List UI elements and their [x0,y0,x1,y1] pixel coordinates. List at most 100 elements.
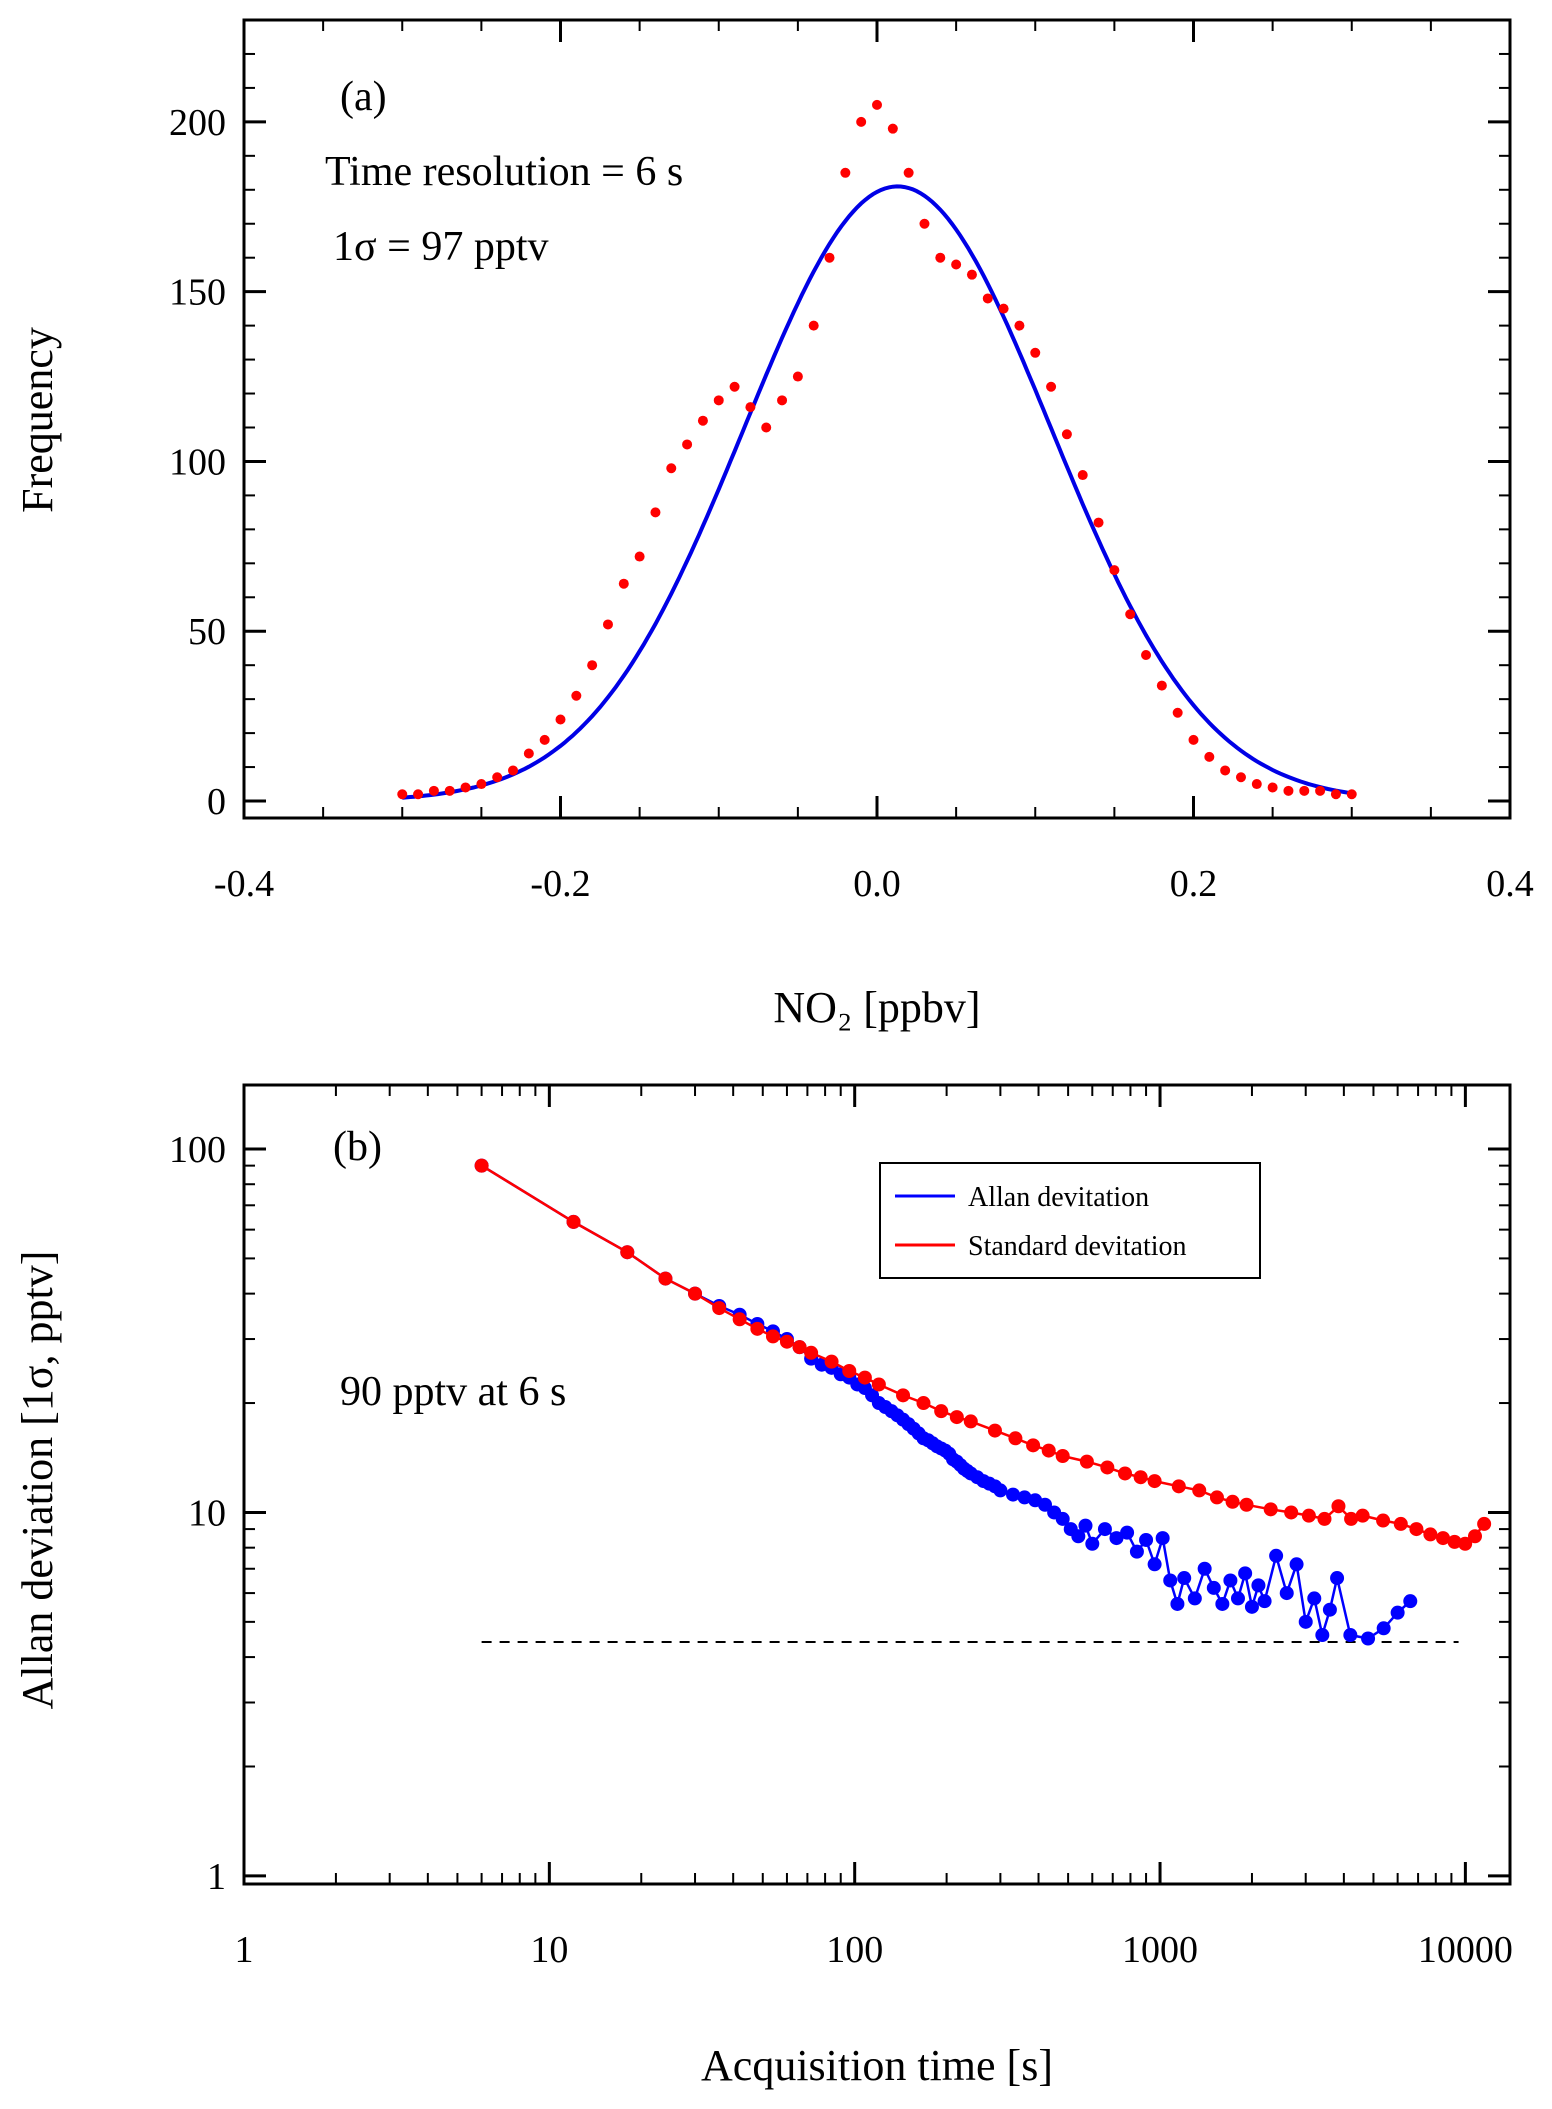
histogram-point [1299,785,1310,796]
series-point [1147,1557,1162,1572]
histogram-point [1077,470,1088,481]
series-point [1376,1621,1391,1636]
histogram-point [508,765,519,776]
histogram-point [745,402,756,413]
histogram-point [666,463,677,474]
series-point [712,1301,727,1316]
series-point [1344,1511,1359,1526]
series-point [1006,1487,1021,1502]
series-point [1330,1571,1345,1586]
histogram-point [1204,751,1215,762]
panel-a-y-tick-labels: 0 50 100 150 200 [169,102,226,823]
series-point [1187,1591,1202,1606]
legend-label-allan: Allan devitation [968,1182,1149,1213]
series-point [1097,1522,1112,1537]
series-point [474,1158,489,1173]
series-point [1315,1628,1330,1643]
gaussian-fit-line [402,184,1353,800]
series-point [1197,1561,1212,1576]
x-tick-label: 1000 [1122,1929,1198,1971]
series-point [1269,1548,1284,1563]
panel-a-annotation-sigma: 1σ = 97 pptv [333,224,549,270]
series-point [1230,1591,1245,1606]
series-point [1071,1529,1086,1544]
panel-b-label: (b) [333,1124,382,1170]
series-point [934,1404,949,1419]
y-tick-label: 10 [188,1492,226,1534]
histogram-point [650,507,661,518]
panel-b-y-axis-title: Allan deviation [1σ, pptv] [13,1251,62,1710]
series-point [1238,1566,1253,1581]
series-point [1109,1531,1124,1546]
panel-a-histogram: -0.4 -0.2 0.0 0.2 0.4 0 50 100 150 200 (a) Time … [13,18,1534,1032]
series-point [1192,1483,1207,1498]
histogram-point [460,782,471,793]
series-point [1403,1594,1418,1609]
series-point [1100,1460,1115,1475]
series-point [871,1377,886,1392]
series-point [1322,1602,1337,1617]
series-point [620,1245,635,1260]
y-tick-label: 150 [169,272,226,314]
series-point [1133,1470,1148,1485]
histogram-point [1235,772,1246,783]
panel-b-x-axis-title: Acquisition time [s] [701,2041,1053,2090]
series-point [1147,1474,1162,1489]
series-point [1244,1599,1259,1614]
histogram-point [539,734,550,745]
panel-a-x-axis-title: NO₂ [ppbv] [773,983,980,1032]
histogram-point [1188,734,1199,745]
x-tick-label: 100 [826,1929,883,1971]
series-point [750,1321,765,1336]
histogram-point [713,395,724,406]
histogram-point [1346,789,1357,800]
histogram-point [951,259,962,270]
histogram-point [1283,785,1294,796]
y-tick-label: 0 [207,781,226,823]
panel-a-y-axis-title: Frequency [13,327,62,513]
panel-b-series [474,1158,1492,1646]
series-point [1085,1536,1100,1551]
histogram-point [1109,565,1120,576]
series-point [1037,1497,1052,1512]
histogram-point [903,167,914,178]
histogram-point [1315,785,1326,796]
series-point [765,1329,780,1344]
y-tick-label: 50 [188,611,226,653]
series-point [1079,1454,1094,1469]
series-point [1467,1529,1482,1544]
x-tick-label: -0.2 [530,863,590,905]
series-point [1355,1508,1370,1523]
histogram-point [682,439,693,450]
series-point [1477,1516,1492,1531]
series-point [1078,1518,1093,1533]
series-point [1118,1466,1133,1481]
histogram-point [413,789,424,800]
series-point [1289,1557,1304,1572]
series-point [1458,1536,1473,1551]
series-point [963,1414,978,1429]
histogram-point [587,660,598,671]
series-point [1239,1497,1254,1512]
panel-b-plot-frame [242,1083,1512,1886]
panel-a-plot-frame [242,18,1512,820]
series-point [896,1388,911,1403]
histogram-point [1172,707,1183,718]
panel-b-annotation: 90 pptv at 6 s [340,1369,566,1415]
series-point [804,1345,819,1360]
histogram-point [1156,680,1167,691]
series-point [1209,1490,1224,1505]
series-point [1026,1438,1041,1453]
series-point [566,1214,581,1229]
histogram-point [872,99,882,110]
series-point [916,1396,931,1411]
series-point [1223,1573,1238,1588]
panel-a-ticks [242,20,1512,818]
histogram-point [1220,765,1231,776]
series-point [1177,1571,1192,1586]
series-point [842,1364,857,1379]
histogram-point [1093,517,1104,528]
histogram-point [1267,782,1278,793]
histogram-point [998,303,1009,314]
panel-b-legend: Allan devitation Standard devitation [879,1162,1261,1279]
